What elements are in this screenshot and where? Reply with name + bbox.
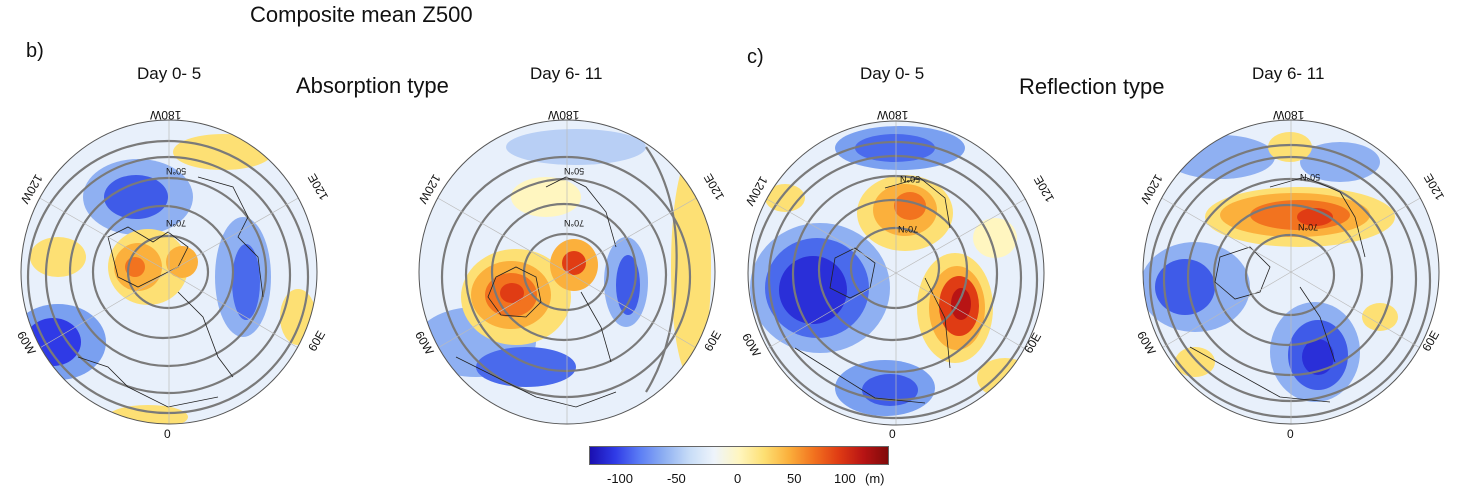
map-b1-lat-70n: 70°N xyxy=(166,218,187,228)
panel-c-letter: c) xyxy=(747,46,764,68)
colorbar-tick-minus100: -100 xyxy=(607,471,634,486)
polar-map-c-day6-11 xyxy=(1142,119,1440,425)
map-c2-lon-0: 0 xyxy=(1287,427,1294,441)
map-b1-lat-50n: 50°N xyxy=(166,166,187,176)
map-c1-lat-70n: 70°N xyxy=(898,224,919,234)
map-b1-day-label: Day 0- 5 xyxy=(137,64,202,83)
map-b2-day-label: Day 6- 11 xyxy=(530,64,603,83)
colorbar-tick-0: 0 xyxy=(734,471,742,486)
map-c2-lon-180w: 180W xyxy=(1273,108,1305,122)
map-b1-lon-0: 0 xyxy=(164,427,171,441)
map-b2-lon-180w: 180W xyxy=(548,108,580,122)
absorption-type-label: Absorption type xyxy=(296,73,449,98)
map-c2-lat-70n: 70°N xyxy=(1298,222,1319,232)
map-c1-lat-50n: 50°N xyxy=(900,174,921,184)
colorbar-tick-50: 50 xyxy=(787,471,802,486)
colorbar-tick-100: 100 xyxy=(834,471,856,486)
map-c1-lon-0: 0 xyxy=(889,427,896,441)
polar-map-b-day6-11 xyxy=(418,119,716,425)
colorbar-unit: (m) xyxy=(865,471,885,486)
map-b1-lon-180w: 180W xyxy=(150,108,182,122)
map-c1-day-label: Day 0- 5 xyxy=(860,64,925,83)
map-b2-lat-50n: 50°N xyxy=(564,166,585,176)
map-b2-lat-70n: 70°N xyxy=(564,218,585,228)
figure-title: Composite mean Z500 xyxy=(250,2,473,27)
reflection-type-label: Reflection type xyxy=(1019,74,1165,99)
polar-map-b-day0-5 xyxy=(20,119,318,425)
colorbar-tick-minus50: -50 xyxy=(667,471,686,486)
map-c2-day-label: Day 6- 11 xyxy=(1252,64,1325,83)
map-c2-lat-50n: 50°N xyxy=(1300,172,1321,182)
map-c1-lon-180w: 180W xyxy=(877,108,909,122)
panel-b-letter: b) xyxy=(26,40,44,62)
polar-map-c-day0-5 xyxy=(747,120,1045,426)
colorbar xyxy=(589,446,889,465)
